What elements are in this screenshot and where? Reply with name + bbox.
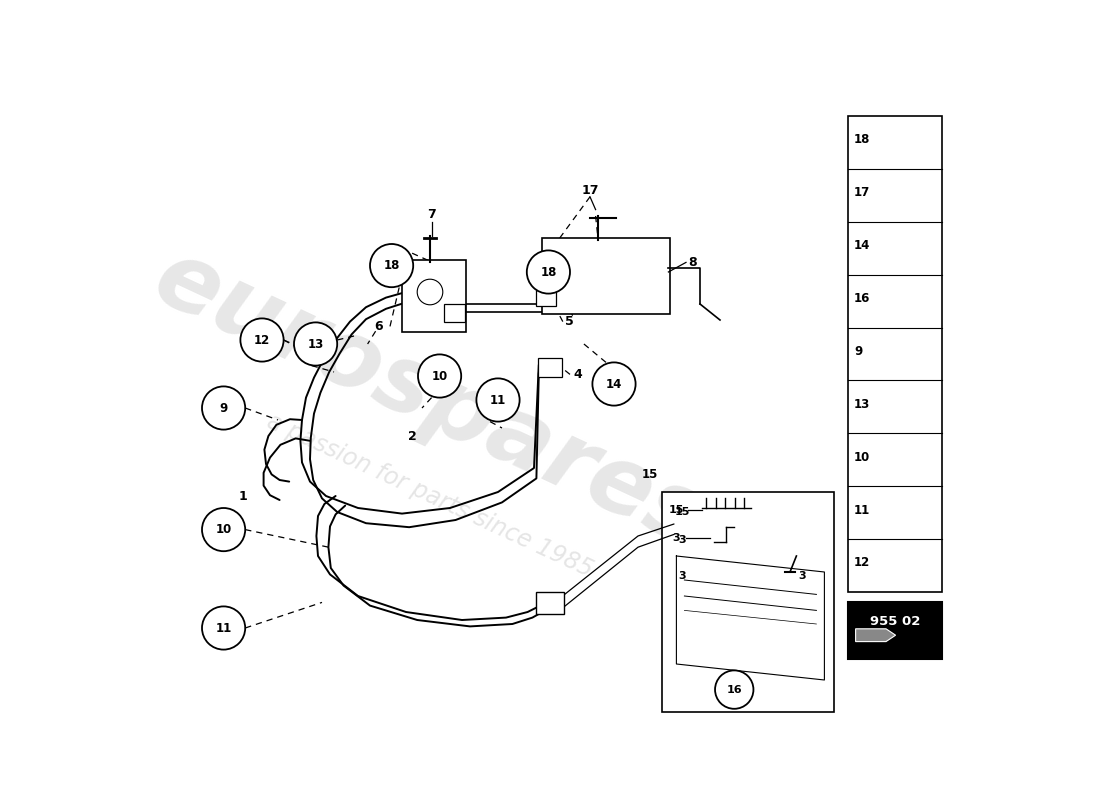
Text: 18: 18 xyxy=(540,266,557,278)
Text: 15: 15 xyxy=(669,506,684,515)
Text: a passion for parts since 1985: a passion for parts since 1985 xyxy=(263,410,597,582)
Circle shape xyxy=(370,244,414,287)
FancyBboxPatch shape xyxy=(662,492,834,712)
Text: 14: 14 xyxy=(854,239,870,252)
Text: 9: 9 xyxy=(854,345,862,358)
FancyBboxPatch shape xyxy=(848,116,942,592)
Text: 17: 17 xyxy=(854,186,870,199)
Text: 13: 13 xyxy=(308,338,323,350)
Text: 12: 12 xyxy=(254,334,271,346)
Polygon shape xyxy=(856,629,895,642)
Circle shape xyxy=(241,318,284,362)
Text: 16: 16 xyxy=(854,292,870,305)
Text: 1: 1 xyxy=(239,490,248,502)
FancyBboxPatch shape xyxy=(538,358,562,377)
FancyBboxPatch shape xyxy=(848,602,942,659)
Circle shape xyxy=(417,279,443,305)
Text: 10: 10 xyxy=(854,450,870,464)
Text: 955 02: 955 02 xyxy=(870,615,920,628)
Circle shape xyxy=(476,378,519,422)
Text: 3: 3 xyxy=(672,533,680,542)
Text: 14: 14 xyxy=(606,378,623,390)
Text: 6: 6 xyxy=(374,320,383,333)
Circle shape xyxy=(202,606,245,650)
Text: eurospares: eurospares xyxy=(140,232,720,568)
Text: 10: 10 xyxy=(431,370,448,382)
Text: 8: 8 xyxy=(689,256,696,269)
Circle shape xyxy=(294,322,338,366)
Circle shape xyxy=(202,386,245,430)
Text: 16: 16 xyxy=(726,685,742,694)
Text: 4: 4 xyxy=(573,368,582,381)
Circle shape xyxy=(418,354,461,398)
Text: 7: 7 xyxy=(427,207,436,221)
FancyBboxPatch shape xyxy=(537,592,563,614)
Text: 9: 9 xyxy=(220,402,228,414)
Text: 3: 3 xyxy=(679,535,685,545)
Text: 17: 17 xyxy=(581,184,598,197)
Text: 11: 11 xyxy=(216,622,232,634)
Text: 15: 15 xyxy=(641,468,658,481)
Text: 11: 11 xyxy=(490,394,506,406)
Text: 18: 18 xyxy=(384,259,399,272)
Text: 5: 5 xyxy=(564,315,573,328)
Text: 15: 15 xyxy=(674,507,690,517)
Text: 3: 3 xyxy=(679,571,685,581)
Text: 2: 2 xyxy=(408,430,417,442)
Circle shape xyxy=(527,250,570,294)
Text: 11: 11 xyxy=(854,503,870,517)
FancyBboxPatch shape xyxy=(541,238,670,314)
Text: 13: 13 xyxy=(854,398,870,410)
FancyBboxPatch shape xyxy=(402,259,466,333)
Circle shape xyxy=(715,670,754,709)
Text: 18: 18 xyxy=(854,134,870,146)
Text: 10: 10 xyxy=(216,523,232,536)
FancyBboxPatch shape xyxy=(444,304,465,322)
Circle shape xyxy=(202,508,245,551)
Text: 3: 3 xyxy=(799,571,806,581)
FancyBboxPatch shape xyxy=(537,290,556,306)
Circle shape xyxy=(593,362,636,406)
Text: 12: 12 xyxy=(854,557,870,570)
